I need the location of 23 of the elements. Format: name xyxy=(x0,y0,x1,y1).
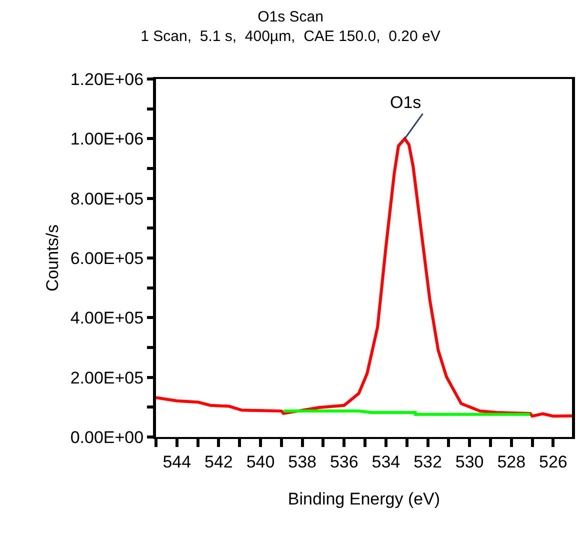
x-tick-label: 540 xyxy=(246,452,275,472)
x-tick-label: 538 xyxy=(288,452,317,472)
x-tick-label: 528 xyxy=(497,452,526,472)
x-tick-label: 536 xyxy=(330,452,358,472)
y-tick-label: 0.00E+00 xyxy=(70,428,144,447)
x-tick-label: 542 xyxy=(204,452,233,472)
line-series xyxy=(156,137,572,418)
y-axis-title: Counts/s xyxy=(42,224,62,292)
x-axis-title: Binding Energy (eV) xyxy=(288,489,440,508)
x-tick-label: 530 xyxy=(455,452,484,472)
x-tick-label: 544 xyxy=(162,452,192,472)
chart-title: O1s Scan xyxy=(258,8,324,26)
y-tick-label: 8.00E+05 xyxy=(70,189,144,208)
chart-subtitle: 1 Scan, 5.1 s, 400µm, CAE 150.0, 0.20 eV xyxy=(140,28,440,45)
y-tick-label: 2.00E+05 xyxy=(70,368,144,388)
x-tick-label: 534 xyxy=(372,452,400,472)
x-tick-label: 532 xyxy=(414,452,442,472)
y-tick-label: 6.00E+05 xyxy=(70,248,144,268)
annotation: O1s xyxy=(390,93,422,112)
x-tick-label: 526 xyxy=(539,452,568,472)
y-tick-label: 4.00E+05 xyxy=(70,308,144,328)
y-tick-label: 1.20E+06 xyxy=(70,70,144,89)
y-tick-label: 1.00E+06 xyxy=(70,130,144,149)
